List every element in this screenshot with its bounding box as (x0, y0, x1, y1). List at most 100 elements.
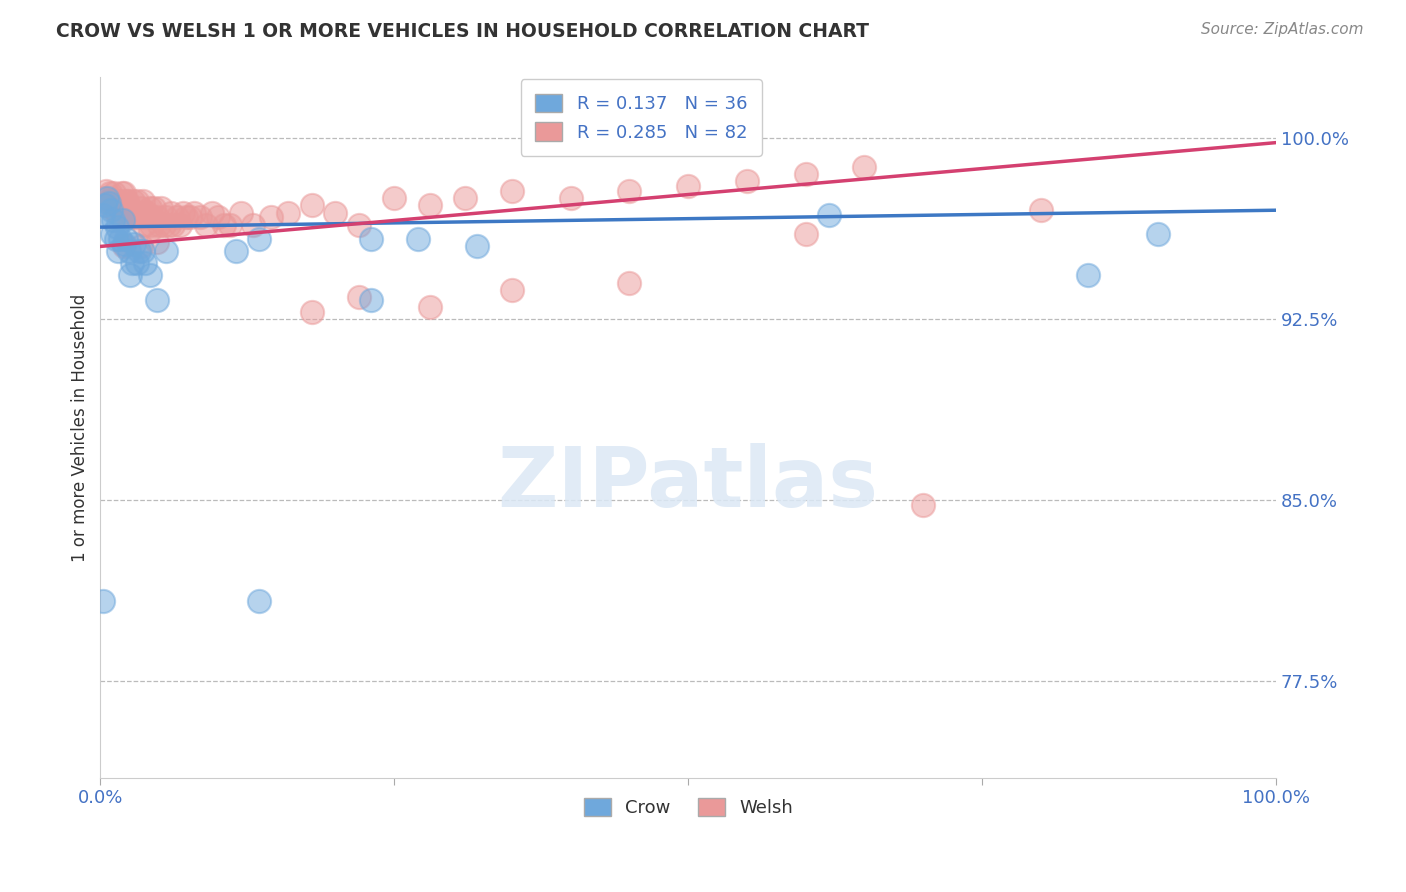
Point (131, 194, 153, 208)
Point (138, 201, 160, 215)
Point (382, 191, 405, 205)
Point (122, 194, 145, 208)
Point (104, 194, 127, 208)
Point (818, 208, 841, 222)
Point (201, 205, 224, 219)
Point (172, 205, 194, 219)
Point (794, 167, 817, 181)
Point (105, 205, 128, 219)
Point (107, 244, 129, 259)
Point (146, 293, 169, 307)
Point (242, 218, 264, 232)
Point (128, 211, 150, 225)
Point (118, 201, 141, 215)
Point (501, 283, 523, 297)
Point (121, 256, 143, 270)
Point (188, 211, 211, 225)
Point (131, 239, 153, 253)
Point (212, 218, 235, 232)
Point (912, 498, 935, 512)
Point (96, 191, 118, 205)
Point (112, 186, 135, 201)
Point (97, 194, 120, 208)
Point (853, 160, 876, 174)
Point (103, 213, 125, 227)
Point (1147, 227, 1170, 242)
Point (418, 198, 440, 212)
Point (115, 232, 138, 246)
Point (465, 239, 488, 253)
Point (150, 201, 173, 215)
Point (218, 218, 240, 232)
Point (132, 218, 155, 232)
Point (121, 211, 143, 225)
Point (207, 211, 229, 225)
Point (124, 205, 146, 219)
Point (117, 194, 139, 208)
Point (247, 232, 270, 246)
Point (125, 194, 148, 208)
Point (360, 232, 382, 246)
Point (148, 218, 170, 232)
Point (247, 594, 270, 608)
Point (107, 194, 129, 208)
Point (101, 201, 124, 215)
Point (141, 211, 163, 225)
Point (100, 203, 122, 218)
Point (301, 304, 323, 318)
Text: Source: ZipAtlas.com: Source: ZipAtlas.com (1201, 22, 1364, 37)
Point (301, 198, 323, 212)
Point (231, 205, 253, 219)
Point (94, 198, 117, 212)
Point (454, 191, 477, 205)
Y-axis label: 1 or more Vehicles in Household: 1 or more Vehicles in Household (72, 293, 89, 562)
Point (162, 218, 184, 232)
Point (124, 237, 146, 252)
Point (160, 205, 183, 219)
Point (103, 186, 125, 201)
Point (225, 244, 247, 259)
Point (97, 196, 120, 211)
Point (108, 201, 131, 215)
Text: CROW VS WELSH 1 OR MORE VEHICLES IN HOUSEHOLD CORRELATION CHART: CROW VS WELSH 1 OR MORE VEHICLES IN HOUS… (56, 22, 869, 41)
Point (111, 205, 134, 219)
Point (560, 191, 582, 205)
Point (138, 222, 160, 236)
Point (619, 184, 641, 198)
Point (118, 268, 141, 283)
Point (100, 194, 122, 208)
Point (146, 235, 169, 249)
Point (135, 211, 157, 225)
Point (153, 218, 176, 232)
Point (96, 184, 118, 198)
Point (136, 205, 159, 219)
Point (169, 218, 191, 232)
Point (98, 186, 121, 201)
Point (157, 218, 180, 232)
Point (794, 227, 817, 242)
Point (1077, 268, 1099, 283)
Point (360, 293, 382, 307)
Point (179, 211, 201, 225)
Point (93, 191, 115, 205)
Point (138, 268, 160, 283)
Point (619, 276, 641, 290)
Point (183, 205, 205, 219)
Point (418, 300, 440, 314)
Point (143, 201, 166, 215)
Point (117, 244, 139, 259)
Point (120, 205, 142, 219)
Point (111, 213, 134, 227)
Point (676, 179, 699, 194)
Point (166, 211, 188, 225)
Point (1029, 203, 1052, 218)
Point (277, 205, 299, 219)
Point (406, 232, 429, 246)
Point (105, 220, 128, 235)
Point (91, 208, 114, 222)
Point (347, 290, 370, 304)
Point (117, 211, 139, 225)
Point (134, 256, 156, 270)
Point (112, 237, 135, 252)
Point (91, 594, 114, 608)
